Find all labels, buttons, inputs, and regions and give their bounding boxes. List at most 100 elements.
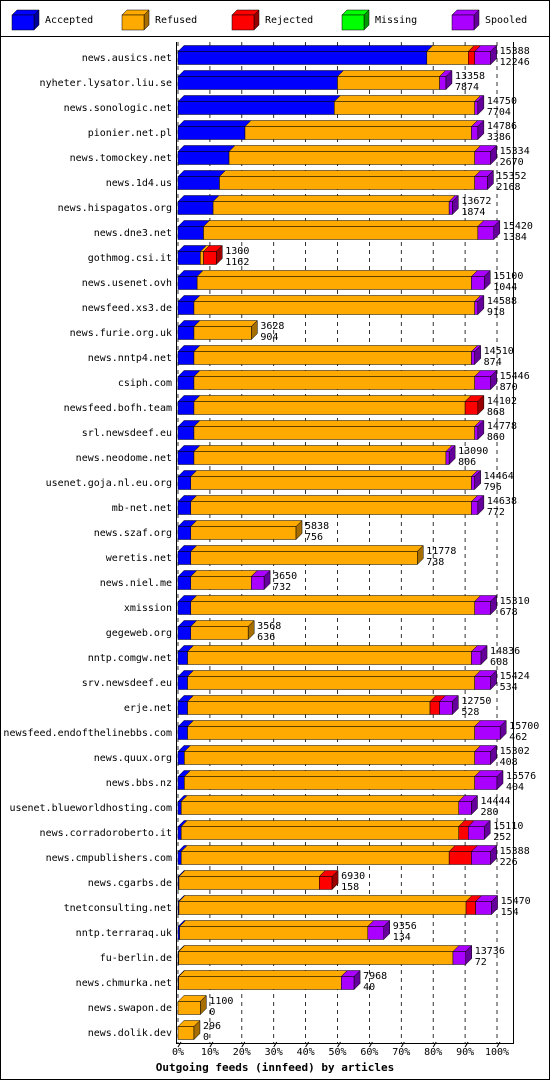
x-tick [400,1041,405,1048]
bar-front [471,501,479,515]
bar-front [474,301,479,315]
bar-segment [474,370,498,390]
offered-label: 1300 [225,246,249,257]
accepted-label: 280 [480,807,498,818]
bar-segment [202,220,485,240]
bar-segment [190,570,258,590]
bar-front [319,876,333,890]
x-tick-label: 70% [392,1047,410,1058]
bar-segment [190,495,479,515]
bar-front [177,576,192,590]
bar-top [183,745,482,752]
x-tick [273,1041,278,1048]
bar-front [178,951,454,965]
bar-side [483,269,491,291]
y-tick-label: news.cmpublishers.com [46,853,172,864]
y-tick-label: news.dolik.dev [88,1028,172,1039]
bar-front [177,126,246,140]
accepted-label: 158 [341,882,359,893]
bar-top [183,770,482,777]
bar-segment [177,995,207,1015]
y-tick-label: tnetconsulting.net [64,903,172,914]
bar-front [474,776,498,790]
accepted-label: 860 [487,432,505,443]
bar-segment [178,970,348,990]
bar-front [177,376,195,390]
bar-front [177,851,182,865]
bar-side [471,794,478,816]
bar-front [193,301,475,315]
bar-segment [177,70,345,90]
bar-side [474,344,481,366]
bar-segment [218,170,482,190]
bar-segment [186,670,482,690]
bar-front [177,476,192,490]
bar-side [445,69,453,91]
bar-side [490,144,497,166]
bar-front [190,576,252,590]
bar-side [496,769,504,791]
bar-front [187,701,431,715]
accepted-label: 40 [363,982,375,993]
bar-front [341,976,355,990]
offered-label: 5838 [305,521,329,532]
bar-top [177,195,220,202]
bar-front [244,126,472,140]
legend-swatch [341,14,365,31]
offered-label: 15388 [500,846,530,857]
accepted-label: 796 [484,482,502,493]
bar-front [177,451,195,465]
y-tick-label: usenet.goja.nl.eu.org [46,478,172,489]
bar-segment [193,370,482,390]
legend-item: Accepted [11,9,93,31]
offered-label: 14836 [490,646,520,657]
bar-segment [178,920,375,940]
bar-front [471,651,482,665]
bar-side [477,294,485,316]
bar-side [477,94,485,116]
bar-top [186,695,437,702]
bar-segment [474,670,498,690]
legend-item: Spooled [451,9,527,31]
y-tick-label: newsfeed.bofh.team [64,403,172,414]
accepted-label: 806 [458,457,476,468]
bar-segment [177,145,236,165]
bar-segment [244,120,479,140]
bar-front [474,426,479,440]
bar-front [178,876,320,890]
bar-side [247,619,255,641]
x-tick [368,1041,373,1048]
bar-segment [212,195,456,215]
accepted-label: 636 [257,632,275,643]
offered-label: 15388 [500,46,530,57]
accepted-label: 3386 [487,132,511,143]
bar-segment [474,45,498,65]
y-tick-label: fu-berlin.de [100,953,172,964]
offered-label: 15310 [500,596,530,607]
accepted-label: 134 [393,932,411,943]
y-tick-label: csiph.com [118,378,172,389]
bar-front [228,151,475,165]
bar-front [474,51,491,65]
bar-segment [180,795,466,815]
bar-segment [177,445,201,465]
bar-top [193,295,482,302]
y-tick-label: srv.newsdeef.eu [82,678,172,689]
bar-front [177,801,182,815]
bar-segment [470,845,498,865]
bar-segment [474,720,507,740]
y-tick-label: news.swapon.de [88,1003,172,1014]
bar-side [216,244,223,266]
offered-label: 14786 [487,121,517,132]
offered-label: 1100 [209,996,233,1007]
bar-front [439,701,453,715]
bar-segment [193,395,472,415]
bar-side [200,994,207,1016]
bar-top [177,145,236,152]
bar-top [186,670,482,677]
bar-top [333,95,482,102]
bar-segment [186,645,479,665]
y-tick-label: news.szaf.org [94,528,172,539]
legend-swatch [231,14,255,31]
bar-front [177,826,182,840]
